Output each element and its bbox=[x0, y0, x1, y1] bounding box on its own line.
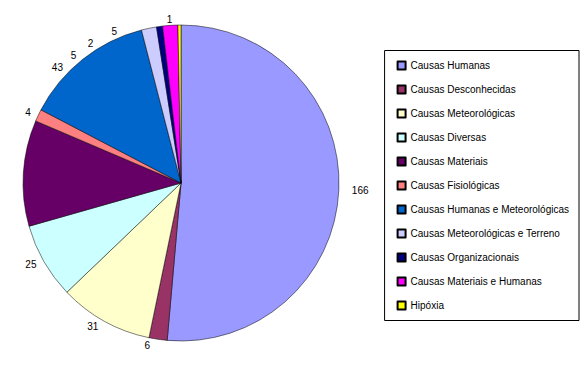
svg-text:Causas Diversas: Causas Diversas bbox=[411, 132, 487, 143]
svg-text:166: 166 bbox=[352, 185, 369, 196]
svg-text:Causas Materiais: Causas Materiais bbox=[411, 156, 488, 167]
svg-text:5: 5 bbox=[71, 50, 77, 61]
svg-text:4: 4 bbox=[25, 107, 31, 118]
svg-text:Causas Meteorológicas e Terren: Causas Meteorológicas e Terreno bbox=[411, 228, 561, 239]
svg-text:Hipóxia: Hipóxia bbox=[411, 300, 445, 311]
svg-text:Causas Humanas e Meteorológica: Causas Humanas e Meteorológicas bbox=[411, 204, 569, 215]
svg-text:31: 31 bbox=[87, 321, 99, 332]
svg-text:Causas Desconhecidas: Causas Desconhecidas bbox=[411, 84, 516, 95]
svg-text:Causas Organizacionais: Causas Organizacionais bbox=[411, 252, 519, 263]
svg-text:Causas Fisiológicas: Causas Fisiológicas bbox=[411, 180, 500, 191]
svg-text:1: 1 bbox=[167, 14, 173, 25]
svg-text:43: 43 bbox=[52, 62, 64, 73]
svg-text:Causas Humanas: Causas Humanas bbox=[411, 60, 490, 71]
svg-text:2: 2 bbox=[88, 38, 94, 49]
svg-text:25: 25 bbox=[25, 259, 37, 270]
svg-text:Causas Meteorológicas: Causas Meteorológicas bbox=[411, 108, 516, 119]
svg-text:6: 6 bbox=[145, 340, 151, 351]
svg-text:5: 5 bbox=[112, 26, 118, 37]
svg-text:Causas Materiais e Humanas: Causas Materiais e Humanas bbox=[411, 276, 542, 287]
